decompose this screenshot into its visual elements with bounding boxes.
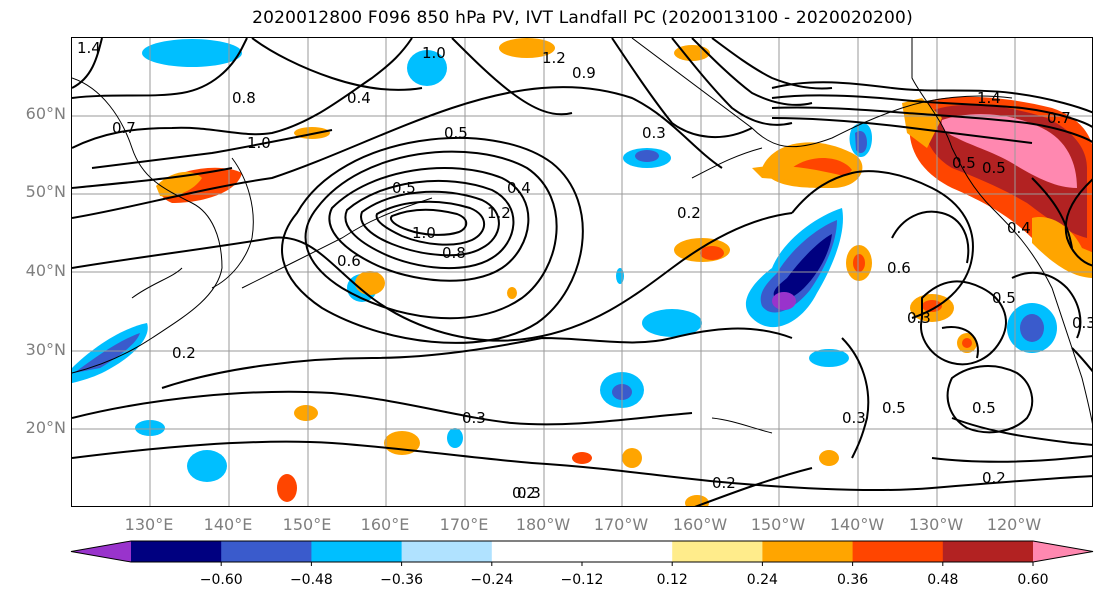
colorbar-segment	[582, 541, 673, 562]
contour-label: 0.8	[232, 89, 256, 107]
colorbar-tick-label: 0.12	[656, 572, 688, 588]
colorbar-segment	[401, 541, 493, 562]
pv-contours	[72, 38, 1092, 506]
lat-label: 60°N	[25, 104, 66, 123]
map-canvas: 1.0 0.8 1.2 1.4 0.4 0.5 0.3 0.7 0.9 1.2 …	[72, 38, 1093, 506]
contour-label: 0.5	[972, 399, 996, 417]
contour-label: 0.3	[462, 409, 486, 427]
lon-label: 150°E	[282, 515, 332, 534]
contour-labels: 1.0 0.8 1.2 1.4 0.4 0.5 0.3 0.7 0.9 1.2 …	[77, 39, 1093, 502]
contour-label: 0.4	[507, 179, 531, 197]
colorbar-tick-label: −0.60	[199, 572, 243, 588]
contour-label: 1.0	[412, 224, 436, 242]
contour-label: 0.5	[992, 289, 1016, 307]
colorbar-tick-label: −0.12	[560, 572, 604, 588]
map-panel: 1.0 0.8 1.2 1.4 0.4 0.5 0.3 0.7 0.9 1.2 …	[71, 37, 1093, 507]
gridlines	[72, 38, 1092, 506]
colorbar-segment	[762, 541, 854, 562]
colorbar-segment	[221, 541, 312, 562]
contour-label: 0.2	[172, 344, 196, 362]
contour-label: 0.2	[677, 204, 701, 222]
lon-label: 140°E	[203, 515, 253, 534]
contour-label: 0.7	[1047, 109, 1071, 127]
lon-label: 130°E	[124, 515, 174, 534]
lat-label: 20°N	[25, 418, 66, 437]
lon-label: 160°W	[672, 515, 728, 534]
lat-label: 40°N	[25, 261, 66, 280]
contour-label: 0.2	[712, 474, 736, 492]
contour-label: 1.4	[77, 39, 101, 57]
contour-label: 0.5	[952, 154, 976, 172]
contour-label: 0.2	[982, 469, 1006, 487]
colorbar-outline	[70, 540, 1094, 563]
contour-label: 1.0	[422, 44, 446, 62]
contour-label: 1.0	[247, 134, 271, 152]
contour-label: 0.3	[517, 484, 541, 502]
contour-label: 0.5	[444, 124, 468, 142]
lon-label: 170°E	[439, 515, 489, 534]
colorbar-max-arrow	[1033, 541, 1093, 562]
lat-label: 50°N	[25, 182, 66, 201]
contour-label: 1.2	[542, 49, 566, 67]
colorbar-segments	[70, 540, 1094, 566]
colorbar-min-arrow	[71, 541, 131, 562]
contour-label: 0.8	[442, 244, 466, 262]
colorbar-tick-label: 0.60	[1017, 572, 1049, 588]
contour-label: 0.2	[512, 484, 536, 502]
contour-label: 0.5	[882, 399, 906, 417]
contour-label: 0.4	[347, 89, 371, 107]
contour-label: 0.4	[1007, 219, 1031, 237]
colorbar-tick-label: −0.24	[470, 572, 514, 588]
contour-label: 0.6	[887, 259, 911, 277]
coastlines	[72, 38, 1092, 434]
contour-label: 0.3	[907, 309, 931, 327]
colorbar-tick-label: 0.24	[746, 572, 778, 588]
colorbar-segment	[491, 541, 583, 562]
contour-label: 0.3	[842, 409, 866, 427]
contour-label: 1.4	[977, 89, 1001, 107]
colorbar-segment	[852, 541, 944, 562]
lon-label: 150°W	[750, 515, 806, 534]
lon-label: 140°W	[829, 515, 885, 534]
contour-label: 0.5	[982, 159, 1006, 177]
lon-label: 130°W	[908, 515, 964, 534]
colorbar-segment	[131, 541, 222, 562]
map-title: 2020012800 F096 850 hPa PV, IVT Landfall…	[252, 8, 913, 28]
lon-label: 160°E	[360, 515, 410, 534]
colorbar-tick-label: −0.48	[289, 572, 333, 588]
colorbar-tick-label: −0.36	[380, 572, 424, 588]
contour-label: 0.7	[112, 119, 136, 137]
contour-label: 1.2	[487, 204, 511, 222]
contour-label: 0.3	[642, 124, 666, 142]
lon-label: 170°W	[593, 515, 649, 534]
colorbar-tick-label: 0.36	[837, 572, 869, 588]
lat-label: 30°N	[25, 340, 66, 359]
contour-label: 0.5	[392, 179, 416, 197]
colorbar-segment	[672, 541, 763, 562]
colorbar-tick-label: 0.48	[927, 572, 959, 588]
contour-label: 0.6	[337, 252, 361, 270]
lon-label: 180°W	[515, 515, 571, 534]
colorbar-segment	[311, 541, 403, 562]
colorbar-segment	[942, 541, 1034, 562]
lon-label: 120°W	[986, 515, 1042, 534]
contour-label: 0.9	[572, 64, 596, 82]
contour-label: 0.3	[1072, 314, 1093, 332]
